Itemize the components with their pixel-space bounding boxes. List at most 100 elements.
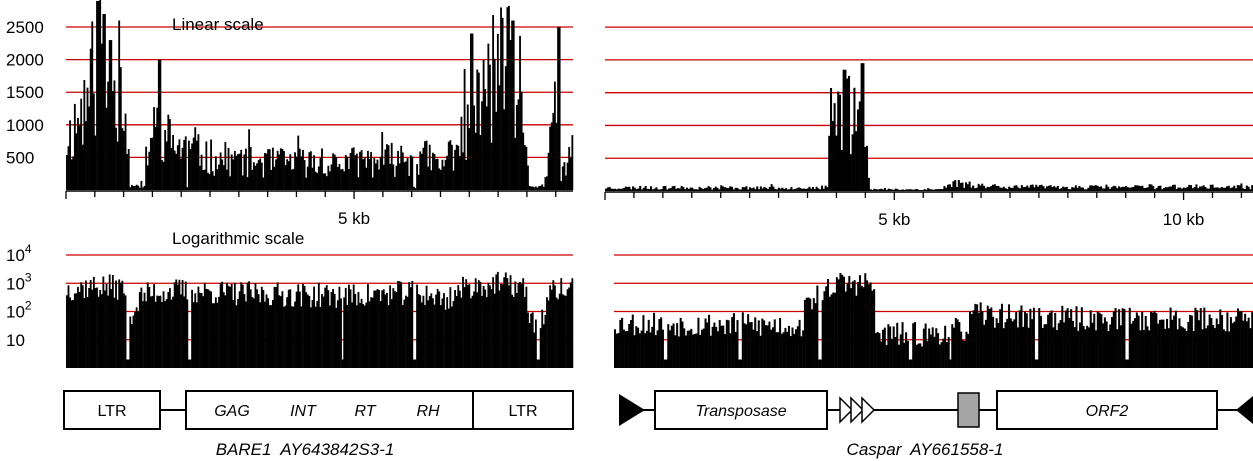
coverage-bar	[1183, 328, 1186, 368]
coverage-bar	[176, 145, 179, 190]
linear-scale-panel-caspar: 5 kb 10 kb	[604, 26, 1253, 229]
coverage-bar	[1074, 185, 1077, 191]
coverage-bar	[317, 166, 320, 190]
coverage-bar	[1188, 184, 1191, 191]
coverage-bar	[184, 281, 187, 368]
coverage-bar	[172, 296, 174, 368]
coverage-bar	[436, 158, 439, 190]
coverage-bar	[257, 160, 260, 190]
coverage-bar	[766, 325, 769, 368]
coverage-bar	[474, 132, 477, 190]
coverage-bar	[219, 283, 222, 368]
coverage-bar	[137, 311, 140, 368]
coverage-bar	[241, 284, 244, 368]
coverage-bar	[837, 279, 840, 368]
int-label: INT	[290, 403, 317, 420]
coverage-bar	[417, 294, 420, 368]
coverage-bar	[281, 291, 284, 368]
coverage-bar	[1175, 188, 1178, 191]
coverage-bar	[419, 295, 422, 368]
coverage-bar	[608, 186, 611, 191]
coverage-bar	[956, 186, 959, 191]
coverage-bar	[70, 300, 73, 368]
coverage-bar	[776, 189, 779, 191]
coverage-bar	[812, 187, 815, 191]
coverage-bar	[1063, 322, 1066, 368]
coverage-bar	[958, 322, 961, 368]
coverage-bar	[857, 109, 860, 191]
coverage-bar	[504, 66, 507, 190]
coverage-bar	[1100, 314, 1103, 368]
coverage-bar	[569, 157, 572, 190]
coverage-bar	[110, 289, 113, 368]
coverage-bar	[680, 185, 683, 191]
coverage-bar	[270, 305, 273, 368]
coverage-bar	[111, 91, 114, 190]
coverage-bar	[205, 288, 208, 368]
coverage-bar	[795, 188, 798, 191]
coverage-bar	[949, 359, 952, 368]
coverage-bar	[352, 284, 355, 368]
coverage-bar	[811, 309, 814, 368]
coverage-bar	[716, 187, 719, 191]
coverage-bar	[371, 177, 374, 190]
coverage-bar	[970, 187, 973, 191]
coverage-bar	[777, 187, 780, 191]
coverage-bar	[1109, 188, 1112, 191]
coverage-bar	[1211, 184, 1214, 191]
coverage-bar	[113, 80, 116, 190]
coverage-bar	[708, 314, 711, 368]
coverage-bar	[1244, 189, 1247, 191]
coverage-bar	[963, 187, 966, 191]
coverage-bar	[284, 165, 287, 190]
coverage-bar	[471, 295, 474, 368]
coverage-bar	[664, 185, 667, 191]
coverage-bar	[681, 321, 684, 368]
coverage-bar	[1047, 185, 1050, 191]
coverage-bar	[451, 306, 453, 368]
coverage-bar	[869, 189, 872, 191]
coverage-bar	[903, 189, 906, 191]
coverage-bar	[957, 179, 960, 191]
coverage-bar	[1229, 188, 1232, 191]
coverage-bar	[126, 359, 129, 368]
coverage-bar	[430, 293, 433, 368]
coverage-bar	[1046, 186, 1049, 191]
coverage-bar	[324, 173, 327, 190]
coverage-bar	[1121, 186, 1124, 191]
coverage-bar	[295, 291, 298, 368]
coverage-bar	[189, 148, 192, 190]
coverage-bar	[1114, 186, 1117, 191]
coverage-bar	[1205, 328, 1208, 368]
coverage-bar	[748, 322, 751, 368]
coverage-bar	[1155, 313, 1158, 368]
coverage-bar	[792, 189, 795, 191]
coverage-bar	[898, 344, 901, 368]
coverage-bar	[476, 292, 479, 368]
coverage-bar	[208, 174, 211, 190]
coverage-bar	[669, 188, 672, 191]
coverage-bar	[276, 282, 279, 368]
coverage-bar	[186, 299, 189, 368]
linear-scale-panel-bare1: 5 kb 2500 2000 1500 1000 500 Linear scale	[6, 0, 574, 228]
coverage-bar	[1016, 327, 1019, 368]
coverage-bar	[522, 278, 525, 368]
rt-label: RT	[354, 403, 376, 420]
coverage-bar	[1057, 323, 1060, 368]
coverage-bar	[509, 275, 512, 368]
coverage-bar	[124, 295, 127, 368]
coverage-bar	[452, 170, 455, 190]
coverage-bar	[311, 167, 314, 190]
coverage-bar	[972, 310, 975, 368]
coverage-bar	[857, 282, 860, 368]
coverage-bar	[923, 189, 926, 191]
coverage-bar	[1231, 323, 1234, 368]
coverage-bar	[622, 329, 625, 368]
coverage-bar	[908, 359, 911, 368]
coverage-bar	[1166, 187, 1169, 191]
coverage-bar	[115, 280, 117, 368]
coverage-bar	[523, 145, 526, 190]
coverage-bar	[825, 286, 828, 368]
coverage-bar	[146, 165, 149, 190]
coverage-bar	[305, 177, 308, 190]
